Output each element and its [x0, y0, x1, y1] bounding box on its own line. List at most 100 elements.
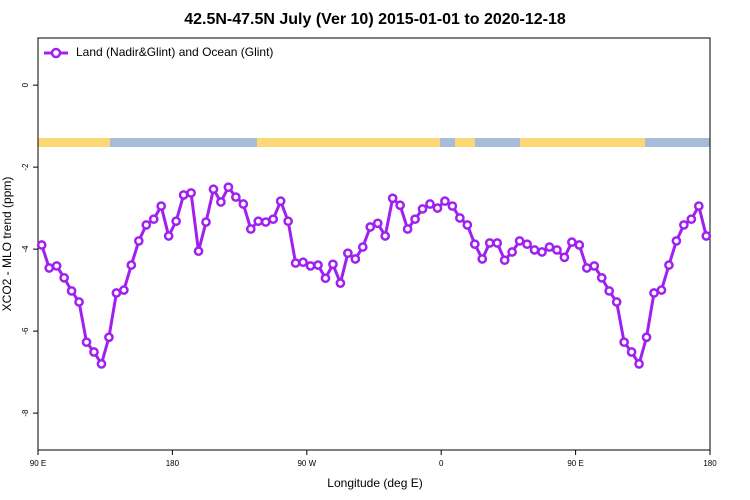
data-point — [59, 272, 69, 283]
data-point — [537, 247, 547, 257]
data-point — [260, 217, 271, 227]
data-point — [432, 203, 443, 213]
data-point — [253, 216, 264, 227]
data-point — [380, 231, 391, 241]
data-point — [589, 261, 600, 271]
data-point — [529, 245, 540, 255]
data-point — [469, 239, 480, 250]
series-line — [40, 185, 708, 366]
data-point — [141, 220, 152, 230]
data-point — [701, 231, 712, 241]
data-point — [425, 199, 435, 209]
data-point — [193, 246, 204, 257]
data-point — [186, 188, 196, 198]
x-axis-label: Longitude (deg E) — [327, 476, 422, 490]
data-point — [455, 213, 465, 223]
y-tick-label: -4 — [21, 245, 30, 253]
x-tick-label: 90 E — [567, 459, 583, 468]
data-point — [447, 201, 458, 211]
data-point — [343, 248, 353, 259]
data-point — [581, 263, 592, 273]
data-point — [148, 214, 159, 225]
data-point — [559, 252, 570, 263]
data-point — [499, 255, 510, 266]
data-point — [81, 337, 92, 348]
x-tick-label: 0 — [439, 459, 444, 468]
data-point — [171, 216, 181, 227]
data-point — [111, 288, 122, 298]
data-point — [104, 332, 114, 343]
y-axis-label: XCO2 - MLO trend (ppm) — [0, 177, 14, 312]
data-point — [417, 204, 428, 214]
data-point — [96, 359, 107, 369]
data-point — [201, 217, 211, 227]
data-point — [611, 297, 622, 307]
x-tick-label: 180 — [166, 459, 180, 468]
data-point — [178, 190, 189, 200]
data-point — [387, 193, 398, 204]
data-point — [163, 231, 174, 241]
data-point — [462, 220, 473, 230]
data-point — [671, 236, 682, 246]
data-point — [126, 260, 137, 270]
data-point — [372, 218, 383, 229]
data-point — [641, 332, 652, 343]
data-point — [36, 240, 47, 250]
data-point — [328, 259, 338, 270]
data-point — [305, 261, 316, 271]
data-point — [619, 337, 629, 348]
y-tick-label: -8 — [21, 409, 30, 417]
data-point — [231, 192, 241, 202]
x-tick-label: 90 W — [297, 459, 316, 468]
data-point — [410, 214, 420, 225]
data-point — [119, 285, 129, 295]
data-point — [484, 238, 495, 248]
data-point — [74, 297, 84, 307]
land-ocean-band — [38, 138, 710, 147]
data-point — [216, 197, 226, 207]
data-point — [693, 201, 704, 211]
data-point — [395, 200, 405, 211]
legend-marker — [50, 47, 62, 59]
data-point — [507, 247, 517, 257]
data-point — [492, 238, 503, 248]
y-tick-label: 0 — [21, 82, 30, 87]
data-point — [402, 224, 413, 234]
data-point — [335, 278, 346, 289]
data-point — [290, 258, 301, 268]
data-point — [477, 254, 488, 264]
data-point — [574, 240, 585, 250]
data-point — [604, 286, 615, 296]
data-point — [686, 214, 697, 225]
data-point — [298, 257, 308, 268]
chart-title: 42.5N-47.5N July (Ver 10) 2015-01-01 to … — [184, 11, 566, 28]
data-point — [156, 201, 167, 211]
data-point — [245, 224, 256, 234]
data-point — [283, 216, 293, 227]
legend-label: Land (Nadir&Glint) and Ocean (Glint) — [76, 45, 273, 59]
data-point — [44, 263, 55, 273]
data-point — [664, 260, 674, 270]
data-point — [522, 239, 532, 250]
x-tick-label: 180 — [703, 459, 717, 468]
data-point — [679, 220, 689, 230]
data-point — [357, 242, 368, 252]
data-point — [320, 273, 331, 284]
data-point — [634, 359, 644, 369]
data-point — [238, 199, 249, 209]
data-point — [567, 237, 577, 248]
data-point — [544, 242, 555, 252]
y-tick-label: -6 — [21, 327, 30, 335]
data-point — [51, 261, 62, 271]
data-point — [268, 214, 279, 225]
data-point — [656, 285, 667, 295]
data-point — [440, 196, 450, 207]
data-point — [626, 347, 637, 357]
data-point — [552, 245, 562, 255]
data-point — [313, 260, 323, 270]
y-tick-label: -2 — [21, 163, 30, 171]
data-point — [89, 347, 99, 357]
data-point — [350, 254, 361, 264]
data-point — [66, 286, 77, 296]
